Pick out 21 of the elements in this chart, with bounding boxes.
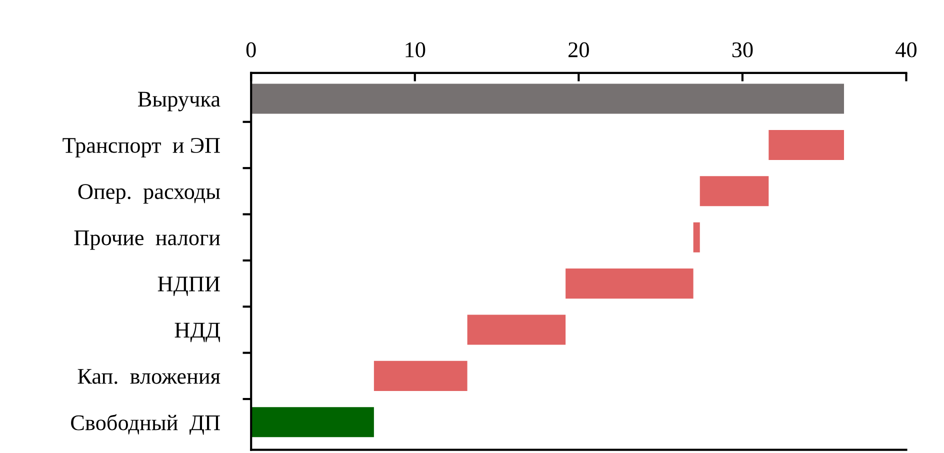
- bar: [700, 176, 769, 206]
- bar: [693, 222, 700, 252]
- x-tick-label: 20: [568, 42, 589, 58]
- x-tick-label: 30: [732, 42, 753, 58]
- x-tick-label: 0: [246, 42, 256, 58]
- bar: [467, 314, 566, 345]
- y-tick-label: НДПИ: [158, 276, 220, 296]
- bar: [251, 84, 844, 114]
- bar: [768, 130, 844, 160]
- y-tick-label: Кап. вложения: [78, 369, 220, 384]
- bar: [374, 360, 468, 391]
- x-tick-label: 10: [406, 42, 426, 58]
- y-tick-label: Транспорт и ЭП: [62, 138, 220, 158]
- bar: [566, 268, 694, 299]
- y-tick-label: Прочие налоги: [74, 230, 220, 250]
- x-tick-label: 40: [896, 42, 917, 58]
- bar: [251, 407, 374, 438]
- y-tick-label: Выручка: [138, 92, 220, 112]
- y-tick-label: Свободный ДП: [71, 414, 220, 435]
- y-tick-label: Опер. расходы: [78, 184, 220, 204]
- y-tick-label: НДД: [174, 322, 220, 342]
